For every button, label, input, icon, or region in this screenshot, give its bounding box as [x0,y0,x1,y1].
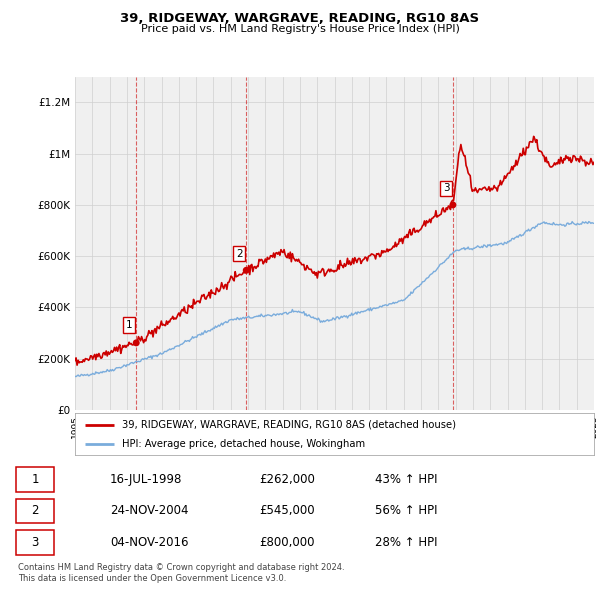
Point [241,266,251,275]
Point [131,338,141,348]
Text: 2: 2 [236,248,242,258]
FancyBboxPatch shape [16,530,54,555]
Text: £262,000: £262,000 [260,473,316,486]
Point [448,200,458,209]
Text: 1: 1 [31,473,39,486]
Text: 43% ↑ HPI: 43% ↑ HPI [375,473,437,486]
Text: HPI: Average price, detached house, Wokingham: HPI: Average price, detached house, Woki… [122,438,365,448]
Text: 39, RIDGEWAY, WARGRAVE, READING, RG10 8AS (detached house): 39, RIDGEWAY, WARGRAVE, READING, RG10 8A… [122,420,456,430]
Text: 3: 3 [443,183,449,194]
Text: 24-NOV-2004: 24-NOV-2004 [110,504,188,517]
Text: £545,000: £545,000 [260,504,316,517]
Text: Price paid vs. HM Land Registry's House Price Index (HPI): Price paid vs. HM Land Registry's House … [140,24,460,34]
Text: £800,000: £800,000 [260,536,315,549]
Text: Contains HM Land Registry data © Crown copyright and database right 2024.: Contains HM Land Registry data © Crown c… [18,563,344,572]
Text: 3: 3 [31,536,39,549]
Text: 2: 2 [31,504,39,517]
FancyBboxPatch shape [16,467,54,491]
Text: This data is licensed under the Open Government Licence v3.0.: This data is licensed under the Open Gov… [18,574,286,583]
Text: 28% ↑ HPI: 28% ↑ HPI [375,536,437,549]
Text: 04-NOV-2016: 04-NOV-2016 [110,536,188,549]
Text: 56% ↑ HPI: 56% ↑ HPI [375,504,437,517]
Text: 1: 1 [126,320,133,330]
Text: 16-JUL-1998: 16-JUL-1998 [110,473,182,486]
Text: 39, RIDGEWAY, WARGRAVE, READING, RG10 8AS: 39, RIDGEWAY, WARGRAVE, READING, RG10 8A… [121,12,479,25]
FancyBboxPatch shape [16,499,54,523]
